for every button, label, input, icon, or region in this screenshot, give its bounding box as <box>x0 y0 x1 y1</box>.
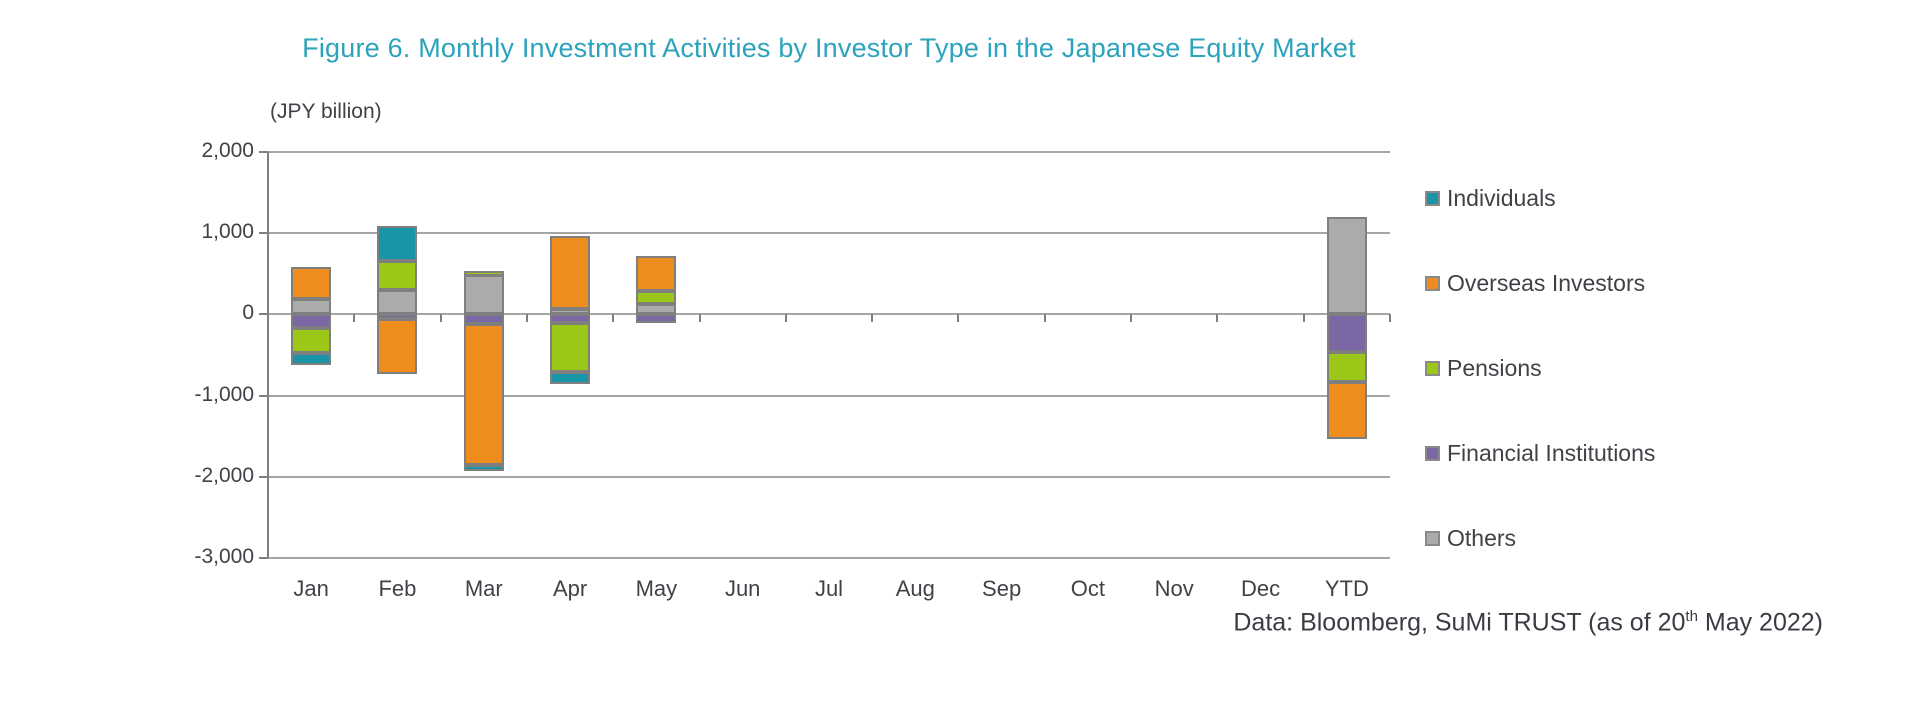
bar-segment <box>291 352 332 365</box>
y-axis-tick <box>259 475 268 478</box>
financial-institutions-swatch-icon <box>1425 446 1440 461</box>
gridline <box>268 394 1390 397</box>
bar-segment <box>291 298 332 315</box>
x-tick-label-oct: Oct <box>1070 576 1106 601</box>
legend-item-individuals: Individuals <box>1425 185 1556 212</box>
bar-segment <box>550 372 591 385</box>
x-axis-tick <box>612 314 615 323</box>
bar-segment <box>463 464 504 472</box>
x-tick-label-dec: Dec <box>1240 576 1281 601</box>
others-swatch-icon <box>1425 531 1440 546</box>
bar-segment <box>550 322 591 373</box>
bar-segment <box>1326 381 1367 439</box>
x-tick-label-feb: Feb <box>378 576 417 601</box>
bar-segment <box>550 308 591 315</box>
bar-segment <box>463 314 504 325</box>
legend-label: Overseas Investors <box>1447 270 1646 296</box>
gridline <box>268 475 1390 478</box>
x-axis-tick <box>1389 314 1391 323</box>
bar-segment <box>1326 351 1367 382</box>
x-tick-label-may: May <box>635 576 678 601</box>
bar-segment <box>463 324 504 465</box>
x-tick-label-jan: Jan <box>293 576 329 601</box>
x-axis-tick <box>525 314 528 323</box>
x-tick-label-mar: Mar <box>464 576 503 601</box>
bar-segment <box>550 314 591 323</box>
bar-segment <box>463 275 504 315</box>
bar-segment <box>291 314 332 329</box>
bar-segment <box>377 314 418 320</box>
y-tick-label: 0 <box>242 301 254 325</box>
y-tick-label: -1,000 <box>194 382 254 406</box>
y-axis-tick <box>259 313 268 316</box>
y-axis-tick <box>259 151 268 153</box>
y-axis-tick <box>259 232 268 235</box>
gridline <box>268 557 1390 559</box>
bar-segment <box>1326 314 1367 352</box>
x-tick-label-jun: Jun <box>724 576 761 601</box>
y-tick-label: 2,000 <box>201 139 254 162</box>
x-axis-tick <box>1130 314 1133 323</box>
chart-title: Figure 6. Monthly Investment Activities … <box>302 33 1356 63</box>
legend-item-financial-institutions: Financial Institutions <box>1425 440 1655 467</box>
legend-label: Pensions <box>1447 355 1542 381</box>
x-tick-label-jul: Jul <box>814 576 844 601</box>
x-tick-label-nov: Nov <box>1154 576 1194 601</box>
bar-segment <box>377 225 418 261</box>
legend-label: Individuals <box>1447 185 1556 211</box>
x-axis-tick <box>267 314 269 323</box>
x-axis-tick <box>957 314 960 323</box>
gridline <box>268 313 1390 316</box>
bar-segment <box>463 270 504 276</box>
bar-segment <box>636 255 677 292</box>
y-axis-line <box>267 152 269 558</box>
bar-segment <box>636 303 677 315</box>
bar-segment <box>377 319 418 375</box>
individuals-swatch-icon <box>1425 191 1440 206</box>
x-axis-tick <box>353 314 356 323</box>
x-tick-label-sep: Sep <box>982 576 1022 601</box>
bar-segment <box>636 314 677 323</box>
y-axis-tick <box>259 557 268 559</box>
legend-item-others: Others <box>1425 525 1516 552</box>
x-axis-tick <box>871 314 874 323</box>
x-axis-tick <box>1043 314 1046 323</box>
bar-segment <box>377 260 418 291</box>
bar-segment <box>377 290 418 315</box>
x-axis-tick <box>698 314 701 323</box>
y-tick-label: -3,000 <box>194 545 254 568</box>
legend-item-overseas-investors: Overseas Investors <box>1425 270 1645 297</box>
legend-label: Financial Institutions <box>1447 440 1656 466</box>
y-tick-label: -2,000 <box>194 463 254 487</box>
bar-segment <box>291 328 332 353</box>
legend-item-pensions: Pensions <box>1425 355 1542 382</box>
y-axis-tick <box>259 394 268 397</box>
overseas-investors-swatch-icon <box>1425 276 1440 291</box>
bar-segment <box>291 267 332 299</box>
bar-segment <box>636 291 677 304</box>
x-tick-label-ytd: YTD <box>1324 576 1369 601</box>
bar-segment <box>550 236 591 309</box>
gridline <box>268 232 1390 235</box>
data-source-note: Data: Bloomberg, SuMi TRUST (as of 20th … <box>1233 608 1823 637</box>
pensions-swatch-icon <box>1425 361 1440 376</box>
gridline <box>268 151 1390 153</box>
y-axis-unit-label: (JPY billion) <box>270 100 382 123</box>
x-axis-tick <box>439 314 442 323</box>
x-axis-tick <box>784 314 787 323</box>
x-axis-tick <box>1216 314 1219 323</box>
bar-segment <box>1326 216 1367 315</box>
x-tick-label-aug: Aug <box>895 576 935 601</box>
legend-label: Others <box>1447 525 1517 551</box>
x-axis-tick <box>1302 314 1305 323</box>
y-tick-label: 1,000 <box>201 220 254 244</box>
x-tick-label-apr: Apr <box>552 576 588 601</box>
